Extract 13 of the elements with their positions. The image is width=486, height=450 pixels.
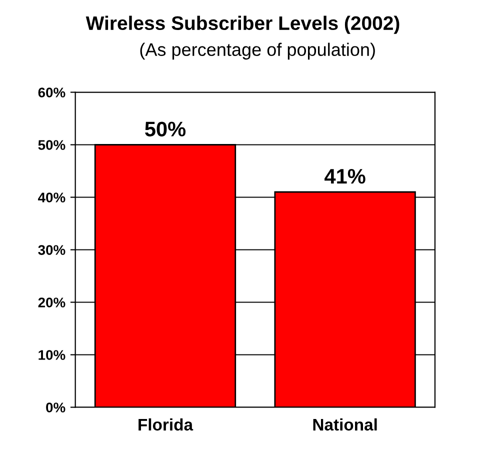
x-tick-label: Florida xyxy=(138,418,194,431)
chart-title: Wireless Subscriber Levels (2002) xyxy=(86,16,400,34)
x-tick-label: National xyxy=(313,418,377,431)
y-tick-label: 40% xyxy=(38,192,66,202)
chart-subtitle: (As percentage of population) xyxy=(140,42,375,60)
y-tick-label: 0% xyxy=(46,402,66,412)
data-label: 50% xyxy=(145,122,186,136)
data-label: 41% xyxy=(324,169,366,184)
y-tick-label: 20% xyxy=(38,298,66,308)
y-tick-label: 10% xyxy=(38,350,66,360)
y-tick-label: 50% xyxy=(38,140,66,150)
y-tick-label: 60% xyxy=(38,88,66,98)
y-tick-label: 30% xyxy=(38,245,66,255)
